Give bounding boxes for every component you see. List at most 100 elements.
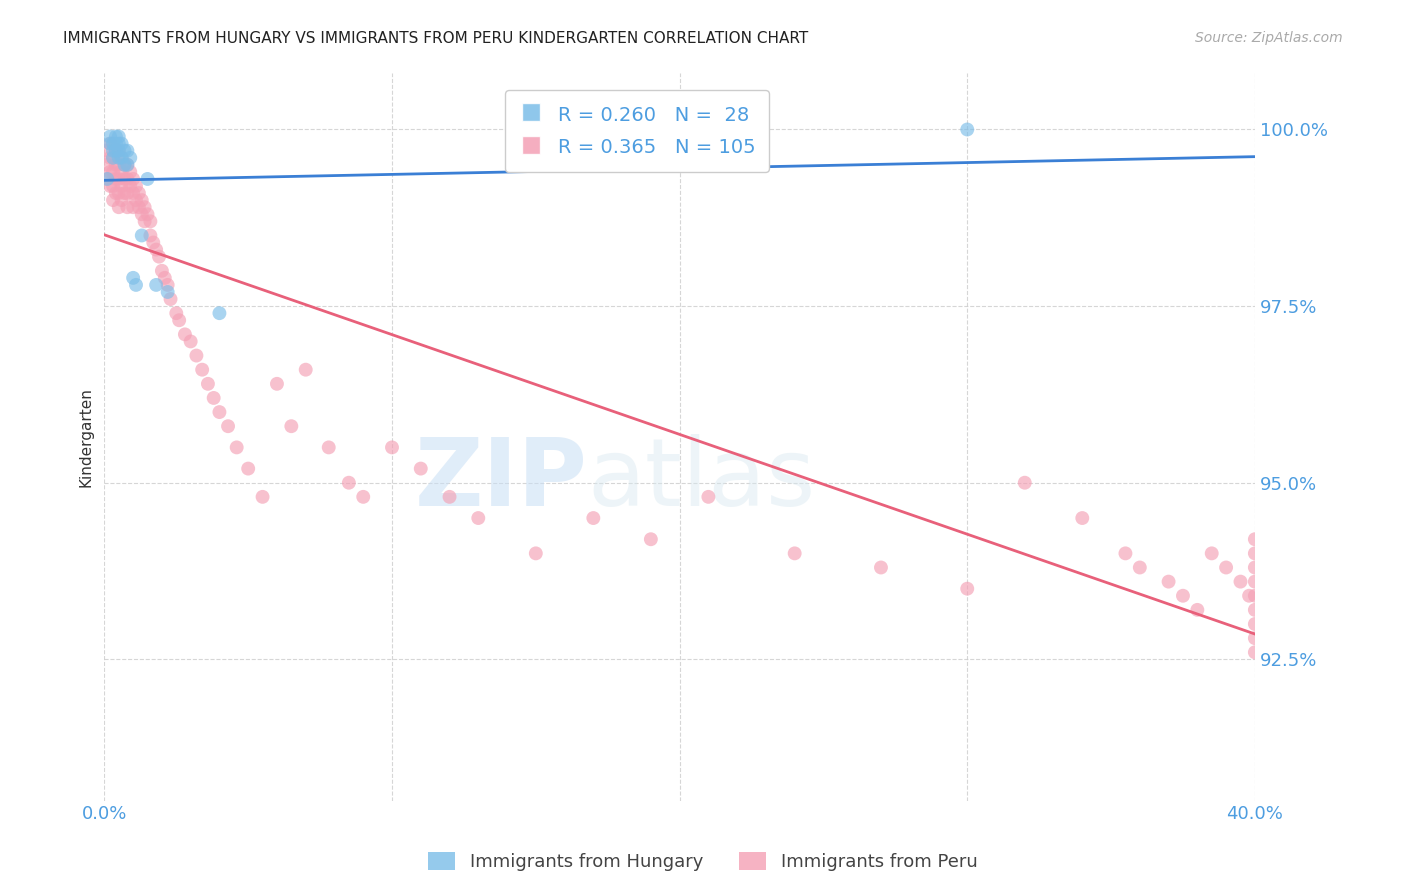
Point	[156, 285, 179, 299]
Point	[111, 151, 134, 165]
Legend: Immigrants from Hungary, Immigrants from Peru: Immigrants from Hungary, Immigrants from…	[422, 845, 984, 879]
Point	[128, 186, 150, 200]
Y-axis label: Kindergarten: Kindergarten	[79, 387, 93, 487]
Point	[117, 172, 139, 186]
Point	[120, 151, 142, 165]
Point	[153, 270, 176, 285]
Point	[1171, 589, 1194, 603]
Point	[107, 200, 129, 214]
Point	[956, 122, 979, 136]
Point	[280, 419, 302, 434]
Point	[294, 362, 316, 376]
Point	[134, 214, 156, 228]
Point	[122, 186, 145, 200]
Point	[136, 172, 159, 186]
Point	[117, 186, 139, 200]
Point	[117, 200, 139, 214]
Point	[1129, 560, 1152, 574]
Text: atlas: atlas	[588, 434, 815, 526]
Point	[142, 235, 165, 250]
Point	[1237, 589, 1260, 603]
Point	[111, 193, 134, 207]
Text: Source: ZipAtlas.com: Source: ZipAtlas.com	[1195, 31, 1343, 45]
Point	[107, 186, 129, 200]
Point	[208, 306, 231, 320]
Point	[114, 172, 136, 186]
Point	[134, 200, 156, 214]
Point	[191, 362, 214, 376]
Point	[136, 207, 159, 221]
Point	[186, 349, 208, 363]
Point	[159, 292, 181, 306]
Point	[111, 165, 134, 179]
Point	[98, 136, 121, 151]
Point	[111, 136, 134, 151]
Point	[117, 158, 139, 172]
Point	[101, 136, 124, 151]
Point	[640, 533, 662, 547]
Point	[101, 136, 124, 151]
Point	[117, 158, 139, 172]
Point	[101, 144, 124, 158]
Point	[98, 165, 121, 179]
Point	[524, 546, 547, 560]
Point	[1244, 603, 1267, 617]
Point	[98, 179, 121, 194]
Point	[337, 475, 360, 490]
Point	[150, 264, 173, 278]
Point	[101, 179, 124, 194]
Point	[174, 327, 197, 342]
Text: IMMIGRANTS FROM HUNGARY VS IMMIGRANTS FROM PERU KINDERGARTEN CORRELATION CHART: IMMIGRANTS FROM HUNGARY VS IMMIGRANTS FR…	[63, 31, 808, 46]
Point	[1014, 475, 1036, 490]
Point	[107, 151, 129, 165]
Point	[1229, 574, 1251, 589]
Point	[98, 129, 121, 144]
Point	[1157, 574, 1180, 589]
Point	[107, 144, 129, 158]
Point	[145, 243, 167, 257]
Point	[1244, 617, 1267, 632]
Point	[1114, 546, 1136, 560]
Point	[104, 129, 127, 144]
Point	[114, 144, 136, 158]
Point	[111, 151, 134, 165]
Point	[1244, 645, 1267, 659]
Point	[318, 441, 340, 455]
Text: ZIP: ZIP	[415, 434, 588, 526]
Point	[104, 144, 127, 158]
Point	[1244, 631, 1267, 645]
Point	[107, 158, 129, 172]
Point	[107, 144, 129, 158]
Point	[467, 511, 489, 525]
Point	[101, 193, 124, 207]
Point	[352, 490, 374, 504]
Point	[208, 405, 231, 419]
Point	[439, 490, 461, 504]
Point	[1201, 546, 1223, 560]
Point	[381, 441, 404, 455]
Point	[1244, 560, 1267, 574]
Point	[197, 376, 219, 391]
Point	[107, 129, 129, 144]
Point	[122, 270, 145, 285]
Point	[104, 172, 127, 186]
Point	[120, 179, 142, 194]
Point	[131, 228, 153, 243]
Point	[111, 179, 134, 194]
Point	[1071, 511, 1094, 525]
Point	[956, 582, 979, 596]
Point	[122, 200, 145, 214]
Point	[1187, 603, 1209, 617]
Point	[225, 441, 247, 455]
Point	[104, 144, 127, 158]
Point	[107, 172, 129, 186]
Point	[114, 158, 136, 172]
Point	[870, 560, 893, 574]
Point	[98, 151, 121, 165]
Point	[96, 158, 118, 172]
Point	[1244, 589, 1267, 603]
Point	[783, 546, 806, 560]
Point	[252, 490, 274, 504]
Point	[1244, 574, 1267, 589]
Point	[101, 151, 124, 165]
